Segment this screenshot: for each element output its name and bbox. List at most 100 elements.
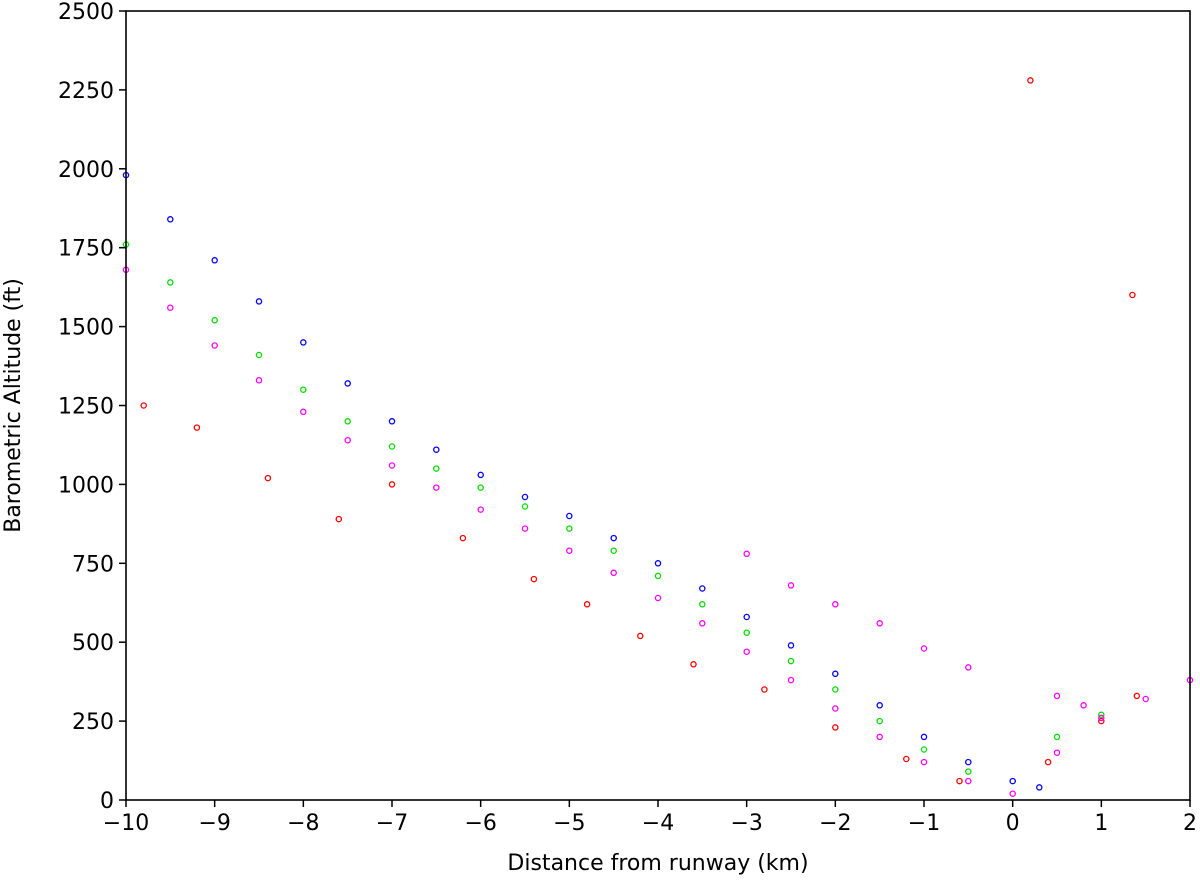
data-point-series-2 [965,768,972,775]
data-point-series-1 [832,670,839,678]
data-point-series-3 [832,724,839,731]
data-point-series-1 [654,560,662,567]
data-point-series-2 [743,629,750,636]
data-point-series-1 [787,642,795,649]
y-tick-label: 1500 [58,316,114,341]
data-point-series-2 [344,418,351,425]
data-point-series-1 [743,613,750,621]
data-point-series-3 [1133,692,1141,700]
data-point-series-2 [477,484,484,491]
data-point-series-2 [1098,711,1105,719]
data-point-series-2 [876,717,883,725]
y-tick-label: 2000 [58,158,114,183]
x-tick-label: −4 [642,811,674,836]
data-point-series-4 [965,664,972,671]
data-point-series-2 [787,657,795,665]
data-point-series-1 [566,512,573,520]
data-point-series-4 [1080,702,1087,709]
data-point-series-4 [787,582,795,589]
data-point-series-4 [699,620,706,627]
data-point-series-2 [388,443,396,450]
x-tick-label: −8 [287,811,319,836]
data-point-series-1 [167,216,174,223]
data-point-series-4 [876,733,883,741]
data-point-series-2 [1053,733,1061,741]
data-point-series-3 [903,755,910,763]
data-point-series-1 [477,471,484,479]
data-point-series-4 [344,436,351,444]
y-tick-label: 1750 [58,237,114,262]
data-point-series-4 [1098,714,1105,722]
data-point-series-2 [920,746,928,753]
data-point-series-3 [140,402,147,409]
data-point-series-1 [876,702,883,709]
data-point-series-4 [388,462,396,469]
data-point-series-4 [1009,790,1016,797]
data-point-series-4 [521,525,529,532]
data-point-series-4 [300,408,307,416]
data-point-series-1 [344,380,351,387]
y-tick-label: 0 [100,789,114,814]
data-point-series-1 [610,534,617,542]
data-point-series-1 [255,298,263,305]
data-point-series-4 [743,648,750,655]
x-tick-label: −1 [908,811,940,836]
data-point-series-4 [433,484,440,491]
data-point-series-1 [211,257,218,264]
data-point-series-4 [477,506,484,513]
y-axis-label: Barometric Altitude (ft) [1,278,26,533]
data-point-series-2 [255,351,263,359]
data-point-series-1 [920,733,928,741]
data-point-series-4 [566,547,573,554]
x-tick-label: −9 [198,811,230,836]
y-tick-label: 250 [72,710,114,735]
data-point-series-1 [521,493,529,501]
data-point-series-3 [1044,758,1052,766]
x-axis-label: Distance from runway (km) [507,851,808,876]
data-point-series-3 [388,481,396,488]
data-point-series-4 [211,342,218,349]
data-point-series-2 [610,547,617,554]
data-point-series-3 [690,661,697,668]
x-tick-label: 0 [1006,811,1020,836]
data-point-series-2 [832,686,839,693]
data-point-series-4 [1053,749,1061,756]
data-point-series-2 [211,317,218,324]
data-point-series-3 [637,632,644,640]
y-tick-label: 1000 [58,473,114,498]
data-point-series-2 [433,465,440,472]
data-point-series-3 [761,686,768,693]
data-point-series-4 [654,594,662,602]
data-point-series-3 [530,575,538,583]
data-point-series-4 [965,777,972,785]
data-point-series-3 [1129,291,1136,299]
x-tick-label: 1 [1094,811,1108,836]
data-point-series-1 [300,339,307,346]
data-point-series-3 [264,474,272,482]
x-tick-label: −10 [103,811,149,836]
x-tick-label: −6 [464,811,496,836]
y-tick-label: 1250 [58,395,114,420]
data-point-series-3 [583,601,591,608]
data-point-series-4 [743,550,750,558]
data-point-series-2 [300,386,307,393]
x-tick-label: 2 [1183,811,1197,836]
data-point-series-1 [433,446,440,453]
data-point-series-4 [255,377,263,384]
data-point-series-4 [920,758,928,766]
data-point-series-4 [832,601,839,608]
data-point-series-2 [521,503,529,510]
data-point-series-1 [699,585,706,592]
data-point-series-4 [876,620,883,627]
data-point-series-1 [1036,784,1043,791]
y-tick-label: 2250 [58,79,114,104]
axis-ticks-layer: −10 −9 −8 −7 −6 −5 −4 −3 −2 −1 0 1 20250500750100012… [58,0,1197,836]
data-point-series-4 [1142,695,1149,703]
data-point-series-4 [787,676,795,684]
data-point-series-1 [965,758,972,766]
data-point-series-2 [566,525,573,532]
data-point-series-4 [610,569,617,577]
x-tick-label: −5 [553,811,585,836]
